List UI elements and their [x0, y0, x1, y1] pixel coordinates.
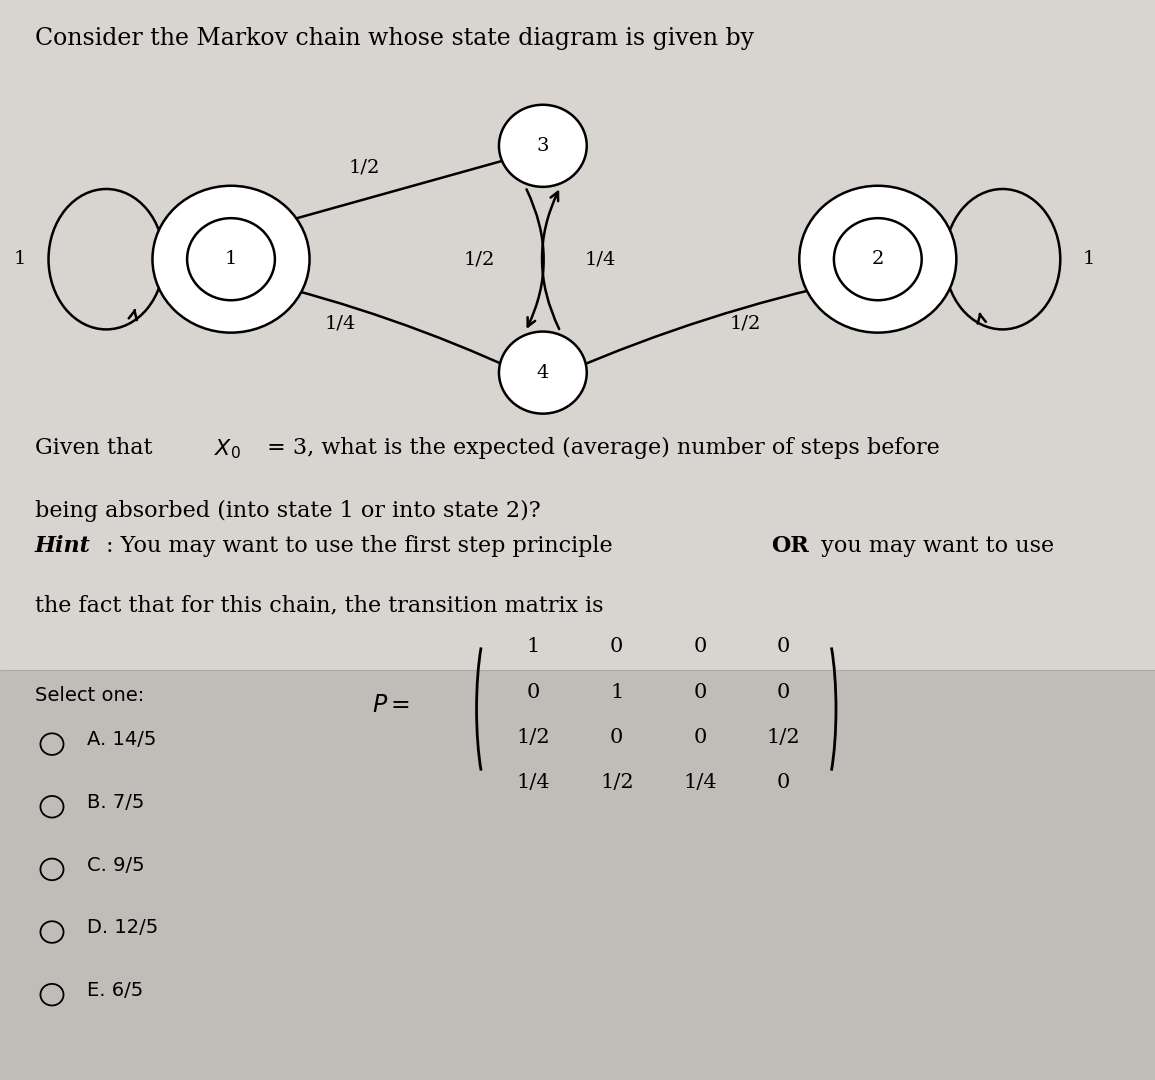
Text: D. 12/5: D. 12/5 — [87, 918, 158, 937]
Circle shape — [799, 186, 956, 333]
FancyBboxPatch shape — [0, 670, 1155, 1080]
FancyArrowPatch shape — [259, 159, 509, 231]
Text: 1/2: 1/2 — [729, 315, 761, 333]
Text: Given that: Given that — [35, 437, 159, 459]
Text: 0: 0 — [693, 637, 707, 657]
Text: 0: 0 — [776, 637, 790, 657]
Text: = 3, what is the expected (average) number of steps before: = 3, what is the expected (average) numb… — [260, 437, 940, 459]
Text: being absorbed (into state 1 or into state 2)?: being absorbed (into state 1 or into sta… — [35, 500, 541, 522]
Text: Select one:: Select one: — [35, 686, 144, 705]
Circle shape — [499, 105, 587, 187]
Text: 1/4: 1/4 — [584, 251, 617, 268]
Text: 1/2: 1/2 — [348, 159, 380, 176]
Text: 0: 0 — [693, 728, 707, 747]
Text: 4: 4 — [537, 364, 549, 381]
Text: 0: 0 — [776, 683, 790, 702]
FancyArrowPatch shape — [542, 192, 559, 329]
Text: 1/2: 1/2 — [599, 773, 634, 793]
Text: 1/2: 1/2 — [766, 728, 800, 747]
Text: 0: 0 — [610, 728, 624, 747]
Circle shape — [499, 332, 587, 414]
FancyArrowPatch shape — [527, 189, 544, 326]
Text: 1/4: 1/4 — [516, 773, 551, 793]
Text: the fact that for this chain, the transition matrix is: the fact that for this chain, the transi… — [35, 594, 603, 616]
Text: 1: 1 — [610, 683, 624, 702]
FancyArrowPatch shape — [567, 279, 850, 372]
Text: you may want to use: you may want to use — [814, 535, 1055, 556]
Text: 1/4: 1/4 — [325, 315, 357, 333]
Text: B. 7/5: B. 7/5 — [87, 793, 144, 812]
Text: 1/2: 1/2 — [516, 728, 551, 747]
Text: 1: 1 — [225, 251, 237, 268]
Text: 1/2: 1/2 — [463, 251, 495, 268]
FancyBboxPatch shape — [0, 0, 1155, 670]
Text: 2: 2 — [872, 251, 884, 268]
Text: 1/4: 1/4 — [683, 773, 717, 793]
Text: 1: 1 — [14, 251, 25, 268]
Circle shape — [187, 218, 275, 300]
Text: 0: 0 — [610, 637, 624, 657]
Text: 1: 1 — [527, 637, 541, 657]
Text: Hint: Hint — [35, 535, 90, 556]
Text: C. 9/5: C. 9/5 — [87, 855, 144, 875]
Text: $P =$: $P =$ — [372, 693, 410, 717]
Text: A. 14/5: A. 14/5 — [87, 730, 156, 750]
Text: E. 6/5: E. 6/5 — [87, 981, 143, 1000]
Text: 0: 0 — [527, 683, 541, 702]
Circle shape — [152, 186, 310, 333]
Text: 3: 3 — [537, 137, 549, 154]
FancyArrowPatch shape — [259, 279, 519, 372]
Text: OR: OR — [772, 535, 810, 556]
Text: $X_0$: $X_0$ — [214, 437, 240, 461]
Circle shape — [834, 218, 922, 300]
Text: : You may want to use the first step principle: : You may want to use the first step pri… — [106, 535, 620, 556]
Text: 0: 0 — [693, 683, 707, 702]
Text: Consider the Markov chain whose state diagram is given by: Consider the Markov chain whose state di… — [35, 27, 754, 50]
Text: 1: 1 — [1083, 251, 1095, 268]
Text: 0: 0 — [776, 773, 790, 793]
